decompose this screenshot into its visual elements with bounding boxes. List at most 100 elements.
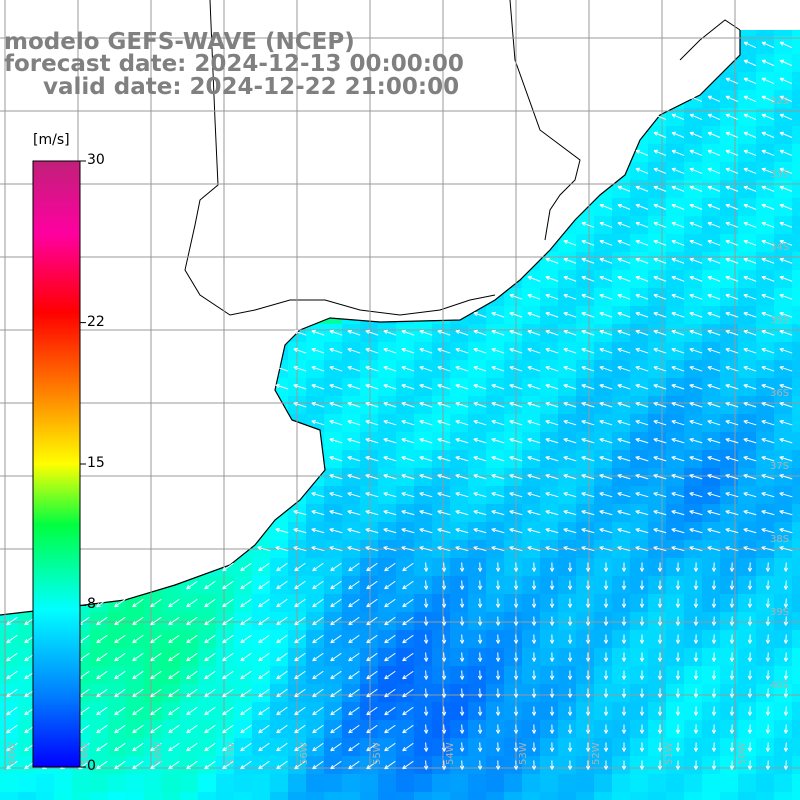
wind-arrow xyxy=(689,149,703,156)
ocean-cell xyxy=(540,612,559,631)
ocean-cell xyxy=(522,756,541,775)
ocean-cell xyxy=(162,594,181,613)
ocean-cell xyxy=(594,468,613,487)
wind-arrow xyxy=(689,365,703,372)
ocean-cell xyxy=(414,324,433,343)
ocean-cell xyxy=(612,720,631,739)
ocean-cell xyxy=(558,288,577,307)
ocean-cell xyxy=(144,738,163,757)
ocean-cell xyxy=(792,342,800,361)
wind-arrow xyxy=(477,706,483,716)
ocean-cell xyxy=(486,702,505,721)
wind-arrow xyxy=(707,492,721,498)
wind-arrow xyxy=(545,401,559,408)
wind-arrow xyxy=(707,437,721,444)
wind-arrow xyxy=(747,706,753,716)
wind-arrow xyxy=(693,688,699,698)
wind-arrow xyxy=(689,383,703,390)
ocean-cell xyxy=(756,342,775,361)
ocean-cell xyxy=(576,270,595,289)
ocean-cell xyxy=(594,342,613,361)
ocean-cell xyxy=(594,234,613,253)
ocean-cell xyxy=(594,504,613,523)
ocean-cell xyxy=(540,666,559,685)
wind-arrow xyxy=(401,456,415,462)
wind-arrow xyxy=(725,401,739,408)
wind-arrow xyxy=(783,562,789,572)
wind-arrow xyxy=(707,275,721,282)
ocean-cell xyxy=(396,630,415,649)
wind-arrow xyxy=(204,724,216,734)
ocean-cell xyxy=(198,666,217,685)
wind-arrow xyxy=(707,528,721,534)
ocean-cell xyxy=(360,468,379,487)
ocean-cell xyxy=(306,684,325,703)
ocean-cell xyxy=(342,414,361,433)
wind-arrow xyxy=(401,329,415,336)
wind-arrow xyxy=(707,167,721,174)
wind-arrow xyxy=(132,652,144,662)
ocean-cell xyxy=(216,756,235,775)
wind-arrow xyxy=(509,474,523,480)
ocean-cell xyxy=(450,612,469,631)
ocean-cell xyxy=(450,360,469,379)
ocean-cell xyxy=(558,414,577,433)
wind-arrow xyxy=(657,598,663,608)
ocean-cell xyxy=(666,468,685,487)
wind-arrow xyxy=(639,616,645,626)
ocean-cell xyxy=(450,702,469,721)
ocean-cell xyxy=(486,594,505,613)
wind-arrow xyxy=(743,77,757,85)
wind-arrow xyxy=(114,706,126,716)
ocean-cell xyxy=(126,720,145,739)
wind-arrow xyxy=(222,562,234,572)
wind-arrow xyxy=(132,706,144,716)
wind-arrow xyxy=(366,688,378,698)
ocean-cell xyxy=(540,576,559,595)
ocean-cell xyxy=(756,612,775,631)
ocean-cell xyxy=(18,738,37,757)
ocean-cell xyxy=(342,684,361,703)
wind-arrow xyxy=(639,742,645,752)
ocean-cell xyxy=(684,666,703,685)
wind-arrow xyxy=(330,724,342,734)
wind-arrow xyxy=(599,383,613,390)
wind-arrow xyxy=(204,688,216,698)
ocean-cell xyxy=(432,738,451,757)
ocean-cell xyxy=(108,738,127,757)
wind-arrow xyxy=(779,510,793,516)
wind-arrow xyxy=(671,167,685,174)
wind-arrow xyxy=(603,634,609,644)
wind-arrow xyxy=(455,419,469,426)
ocean-cell xyxy=(126,738,145,757)
wind-arrow xyxy=(549,634,555,644)
wind-arrow xyxy=(707,203,721,210)
ocean-cell xyxy=(666,306,685,325)
wind-arrow xyxy=(312,688,324,698)
ocean-cell xyxy=(540,450,559,469)
ocean-cell xyxy=(18,684,37,703)
wind-arrow xyxy=(635,456,649,462)
wind-arrow xyxy=(599,510,613,516)
ocean-cell xyxy=(288,774,307,793)
ocean-cell xyxy=(396,720,415,739)
wind-arrow xyxy=(168,598,180,608)
ocean-cell xyxy=(720,594,739,613)
ocean-cell xyxy=(0,792,19,800)
ocean-cell xyxy=(432,576,451,595)
ocean-cell xyxy=(378,558,397,577)
ocean-cell xyxy=(792,702,800,721)
ocean-cell xyxy=(756,486,775,505)
ocean-cell xyxy=(684,324,703,343)
wind-arrow xyxy=(132,634,144,644)
wind-arrow xyxy=(114,760,126,770)
wind-arrow xyxy=(383,528,397,534)
wind-arrow xyxy=(545,492,559,498)
wind-arrow xyxy=(567,616,573,626)
wind-arrow xyxy=(783,706,789,716)
ocean-cell xyxy=(396,378,415,397)
wind-arrow xyxy=(222,688,234,698)
ocean-cell xyxy=(342,720,361,739)
ocean-cell xyxy=(612,486,631,505)
wind-arrow xyxy=(639,652,645,662)
